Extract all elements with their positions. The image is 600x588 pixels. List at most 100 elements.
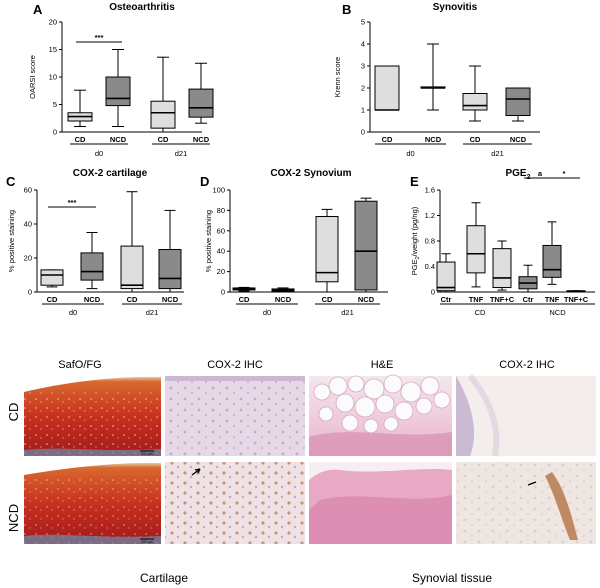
box-iqr: [354, 200, 378, 291]
box-iqr: [120, 245, 144, 290]
box-ctr-4: [518, 264, 538, 293]
chart-title: COX-2 Synovium: [270, 168, 351, 179]
footer-synovial-tissue: Synovial tissue: [412, 571, 492, 585]
x-tick-label: NCD: [275, 295, 292, 304]
y-tick-label: 10: [49, 73, 57, 82]
chart-title: Osteoarthritis: [109, 2, 175, 13]
y-tick-label: 20: [217, 267, 225, 276]
column-header-he: H&E: [371, 359, 394, 371]
x-tick-label: NCD: [110, 135, 127, 144]
panel-label: B: [342, 2, 351, 17]
significance-label: *: [563, 169, 566, 178]
y-tick-label: 0: [53, 128, 57, 137]
panel-label: A: [33, 2, 43, 17]
significance-label: ***: [68, 198, 77, 207]
box-iqr: [105, 76, 131, 107]
x-tick-label: CD: [239, 295, 250, 304]
box-tnfcc-3: [492, 240, 512, 291]
column-header-cox2-synovium: COX-2 IHC: [499, 359, 555, 371]
box-iqr: [374, 65, 400, 111]
box-cd-3: [462, 65, 488, 122]
tile-ncd-safo: 200 µm: [24, 462, 161, 544]
y-tick-label: 40: [24, 220, 32, 229]
box-cd-3: [150, 56, 176, 133]
x-tick-label: CD: [382, 135, 393, 144]
group-label: d21: [491, 149, 504, 158]
scalebar-label: 200 µm: [141, 452, 153, 456]
y-tick-label: 5: [361, 18, 365, 27]
group-label: d0: [69, 308, 77, 317]
x-tick-label: Ctr: [523, 295, 534, 304]
chart-panel-a: A Osteoarthritis 0 5 10 15 20 OARSI score CD NCD C…: [28, 2, 214, 158]
group-label: NCD: [549, 308, 566, 317]
column-header-safo: SafO/FG: [58, 359, 101, 371]
y-tick-label: 20: [49, 18, 57, 27]
x-tick-label: TNF+C: [490, 295, 515, 304]
y-axis-label: OARSI score: [28, 55, 37, 99]
box-iqr: [40, 269, 64, 286]
row-label-ncd: NCD: [6, 504, 21, 532]
x-tick-label: NCD: [162, 295, 179, 304]
y-tick-label: 0.4: [425, 262, 435, 271]
y-axis-label: PGE2/weight (pg/ng): [410, 206, 421, 275]
y-tick-label: 1: [361, 106, 365, 115]
box-cd-1: [374, 65, 400, 111]
y-tick-label: 0.8: [425, 237, 435, 246]
box-iqr: [466, 225, 486, 274]
y-axis-label: Krenn score: [333, 57, 342, 97]
box-ncd-2: [80, 232, 104, 290]
box-cd-1: [67, 89, 93, 127]
x-tick-label: CD: [470, 135, 481, 144]
chart-panel-d: D COX-2 Synovium 0 20 40 60 80 100 % positive st…: [200, 168, 388, 317]
chart-title: Synovitis: [433, 2, 478, 13]
significance-label: a: [538, 169, 543, 178]
tile-ncd-cox2-cartilage: [165, 462, 305, 544]
box-ncd-4: [354, 197, 378, 293]
x-tick-label: CD: [158, 135, 169, 144]
box-ncd-4: [188, 62, 214, 124]
box-cd-3: [120, 191, 144, 293]
group-label: d21: [146, 308, 159, 317]
significance-label: ***: [95, 33, 104, 42]
x-tick-label: TNF: [545, 295, 560, 304]
box-iqr: [436, 261, 456, 292]
y-tick-label: 4: [361, 40, 365, 49]
box-iqr: [462, 93, 488, 111]
x-tick-label: CD: [322, 295, 333, 304]
chart-title: PGE2: [505, 168, 530, 181]
y-tick-label: 0: [28, 288, 32, 297]
y-tick-label: 100: [212, 186, 225, 195]
panel-label: E: [410, 174, 419, 189]
column-header-cox2-cartilage: COX-2 IHC: [207, 359, 263, 371]
y-tick-label: 5: [53, 100, 57, 109]
tile-ncd-he: [309, 462, 452, 544]
x-tick-label: Ctr: [441, 295, 452, 304]
x-tick-label: NCD: [358, 295, 375, 304]
y-tick-label: 20: [24, 254, 32, 263]
box-ncd-2: [271, 287, 295, 292]
box-iqr: [150, 100, 176, 129]
box-iqr: [505, 87, 531, 116]
tile-ncd-cox2-synovium: [456, 462, 596, 544]
chart-panel-e: E PGE2 0 0.4 0.8 1.2 1.6 PGE2/weight (pg/ng) Ctr…: [410, 168, 595, 317]
group-label: d0: [95, 149, 103, 158]
y-tick-label: 1.2: [425, 211, 435, 220]
panel-label: D: [200, 174, 209, 189]
box-tnf-5: [542, 221, 562, 285]
box-ctr-1: [436, 253, 456, 293]
group-label: d21: [175, 149, 188, 158]
chart-title: COX-2 cartilage: [73, 168, 148, 179]
group-label: d0: [406, 149, 414, 158]
tile-cd-cox2-cartilage: [165, 376, 305, 456]
group-label: d0: [263, 308, 271, 317]
box-iqr: [492, 248, 512, 289]
y-tick-label: 15: [49, 45, 57, 54]
x-tick-label: TNF+C: [564, 295, 589, 304]
box-iqr: [188, 88, 214, 118]
group-label: CD: [475, 308, 486, 317]
x-tick-label: NCD: [425, 135, 442, 144]
y-tick-label: 60: [217, 226, 225, 235]
box-cd-1: [232, 286, 256, 292]
box-tnfcc-6: [566, 290, 586, 293]
box-iqr: [542, 244, 562, 278]
